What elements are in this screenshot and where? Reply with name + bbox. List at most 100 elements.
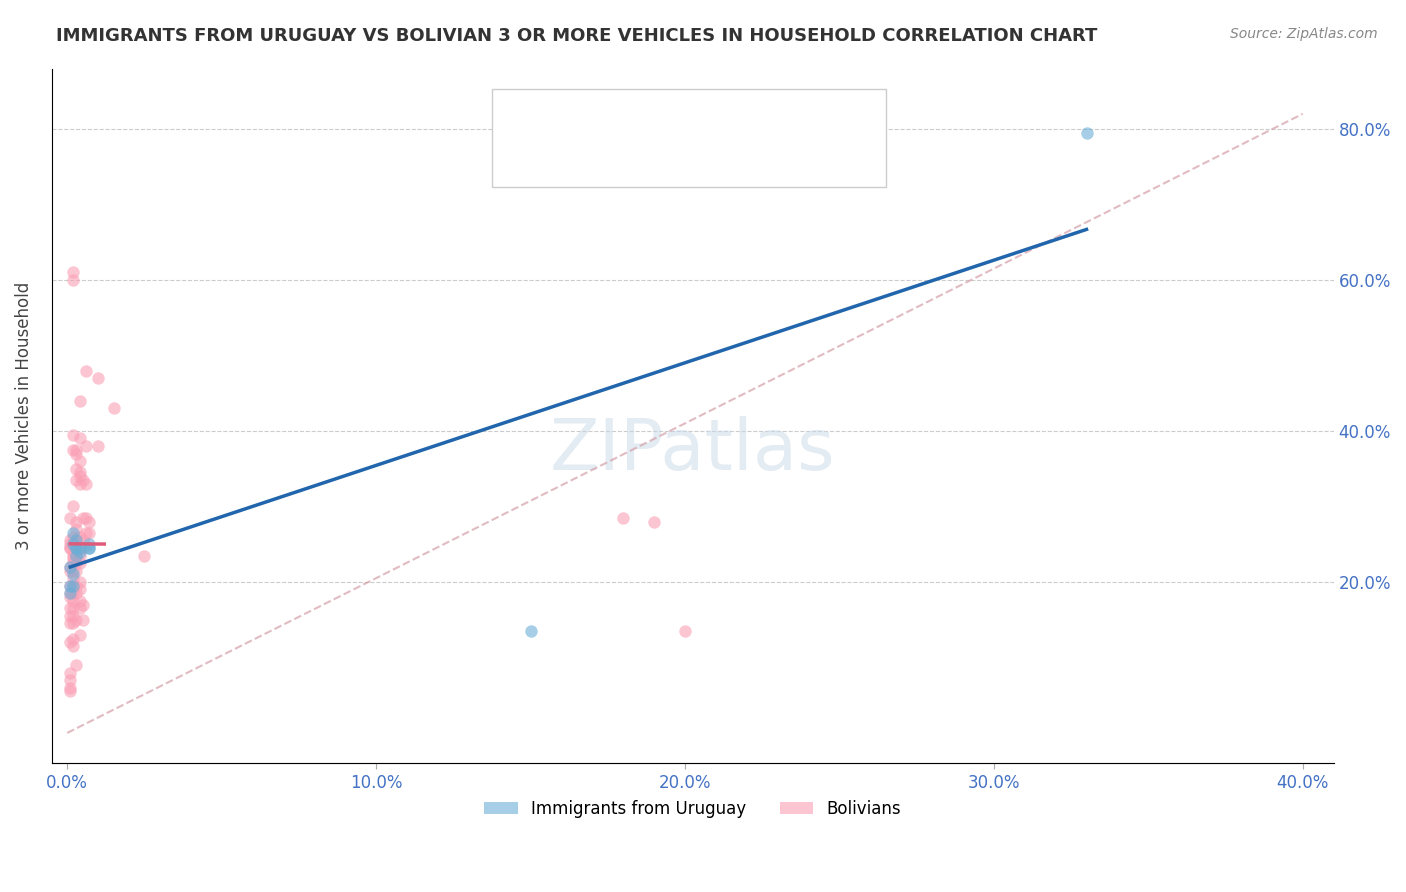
Point (65, 657, 87, 672)
Point (77, 537, 100, 551)
Point (62, 273, 84, 287)
Text: R =: R = (546, 144, 582, 161)
Point (69, 549, 91, 563)
Point (62, 579, 84, 593)
Point (59, 616, 82, 631)
Point (612, 510, 634, 524)
Point (62, 265, 84, 279)
Point (69, 628, 91, 642)
Point (69, 541, 91, 555)
Point (62, 567, 84, 582)
Point (69, 594, 91, 608)
Point (69, 476, 91, 491)
Point (77, 515, 100, 529)
Point (72, 541, 94, 555)
Point (59, 608, 82, 623)
Text: R =: R = (546, 114, 582, 132)
Point (69, 556, 91, 570)
Point (65, 549, 87, 563)
Point (62, 500, 84, 514)
Point (62, 594, 84, 608)
Legend: Immigrants from Uruguay, Bolivians: Immigrants from Uruguay, Bolivians (478, 793, 907, 824)
Text: Source: ZipAtlas.com: Source: ZipAtlas.com (1230, 27, 1378, 41)
Point (72, 598, 94, 612)
Point (65, 446, 87, 460)
Point (69, 545, 91, 559)
Point (72, 473, 94, 487)
Point (59, 541, 82, 555)
Point (69, 601, 91, 615)
Point (62, 608, 84, 623)
Point (59, 537, 82, 551)
Point (62, 639, 84, 653)
Point (519, 624, 541, 638)
Point (62, 579, 84, 593)
Point (77, 541, 100, 555)
Point (69, 469, 91, 483)
Point (62, 632, 84, 646)
Point (75, 510, 97, 524)
Point (65, 533, 87, 548)
Text: ■: ■ (523, 118, 541, 136)
Point (69, 454, 91, 468)
Point (59, 665, 82, 680)
Point (59, 673, 82, 687)
Text: ■: ■ (523, 147, 541, 166)
Point (65, 541, 87, 555)
Point (77, 525, 100, 540)
Point (103, 401, 125, 416)
Text: 0.403: 0.403 (583, 144, 636, 161)
Point (59, 586, 82, 600)
Point (69, 432, 91, 446)
Point (62, 525, 84, 540)
Point (65, 541, 87, 555)
Point (62, 552, 84, 566)
Point (65, 442, 87, 457)
Point (62, 616, 84, 631)
Point (69, 393, 91, 408)
Point (65, 556, 87, 570)
Point (69, 530, 91, 544)
Point (75, 476, 97, 491)
Point (65, 461, 87, 475)
Point (75, 363, 97, 377)
Point (59, 559, 82, 574)
Point (75, 439, 97, 453)
Point (134, 549, 156, 563)
Text: N =: N = (644, 114, 681, 132)
Point (65, 586, 87, 600)
Point (87, 371, 110, 385)
Point (65, 579, 87, 593)
Point (62, 537, 84, 551)
Point (62, 601, 84, 615)
Text: 18: 18 (682, 114, 704, 132)
Point (65, 533, 87, 548)
Point (59, 635, 82, 649)
Point (65, 522, 87, 536)
Point (69, 582, 91, 597)
Point (59, 559, 82, 574)
Point (62, 571, 84, 585)
Point (65, 613, 87, 627)
Point (72, 533, 94, 548)
Point (59, 541, 82, 555)
Point (59, 510, 82, 524)
Point (62, 442, 84, 457)
Point (59, 579, 82, 593)
Point (59, 564, 82, 578)
Point (65, 564, 87, 578)
Point (59, 586, 82, 600)
Point (65, 541, 87, 555)
Point (62, 556, 84, 570)
Point (87, 439, 110, 453)
Point (62, 564, 84, 578)
Point (59, 590, 82, 604)
Point (673, 624, 696, 638)
Text: N =: N = (644, 144, 681, 161)
Text: IMMIGRANTS FROM URUGUAY VS BOLIVIAN 3 OR MORE VEHICLES IN HOUSEHOLD CORRELATION : IMMIGRANTS FROM URUGUAY VS BOLIVIAN 3 OR… (56, 27, 1098, 45)
Point (59, 601, 82, 615)
Point (72, 510, 94, 524)
Point (69, 541, 91, 555)
Point (59, 684, 82, 698)
Text: ZIPatlas: ZIPatlas (550, 416, 835, 485)
